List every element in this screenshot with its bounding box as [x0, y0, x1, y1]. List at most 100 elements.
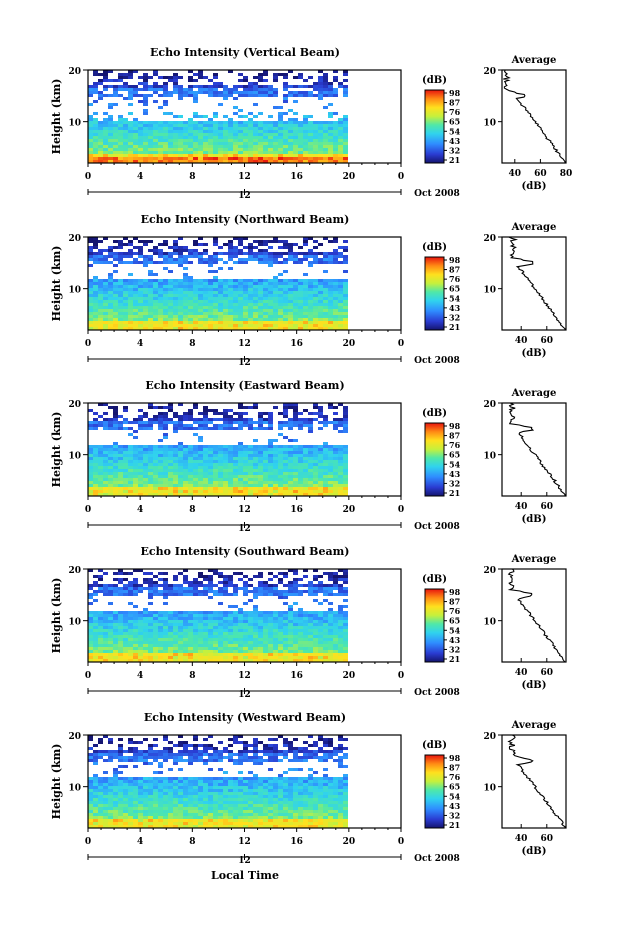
panel-title: Echo Intensity (Southward Beam)	[141, 545, 350, 558]
y-axis-label: Height (km)	[50, 246, 63, 322]
x-tick-label: 0	[398, 505, 404, 515]
panel-title: Echo Intensity (Eastward Beam)	[145, 379, 344, 392]
date-label: Oct 2008	[414, 688, 460, 698]
colorbar-tick-label: 65	[449, 284, 460, 294]
colorbar-tick-label: 21	[449, 155, 460, 165]
colorbar	[424, 588, 445, 663]
x-tick-label: 16	[290, 671, 303, 681]
y-tick-label: 10	[68, 452, 81, 462]
average-y-tick-label: 20	[483, 732, 496, 742]
x-tick-label: 0	[398, 837, 404, 847]
average-title: Average	[511, 222, 557, 233]
colorbar-tick-label: 87	[449, 265, 460, 275]
colorbar-tick-label: 32	[449, 145, 460, 155]
colorbar-tick-label: 65	[449, 616, 460, 626]
average-x-tick-label: 60	[541, 502, 554, 512]
average-x-tick-label: 40	[515, 336, 528, 346]
y-axis-label: Height (km)	[50, 412, 63, 488]
x-tick-label: 8	[189, 339, 195, 349]
colorbar-tick-label: 43	[449, 469, 461, 479]
colorbar-unit: (dB)	[422, 408, 447, 419]
date-label: Oct 2008	[414, 522, 460, 532]
colorbar-tick-label: 54	[449, 625, 461, 635]
x-tick-label: 0	[85, 837, 91, 847]
x-tick-label: 0	[85, 339, 91, 349]
colorbar-tick-label: 76	[449, 107, 461, 117]
average-x-tick-label: 40	[515, 502, 528, 512]
x-tick-label: 0	[398, 671, 404, 681]
colorbar-unit: (dB)	[422, 75, 447, 86]
x-tick-label: 12	[238, 339, 251, 349]
x-tick-label: 4	[137, 837, 143, 847]
x-tick-label: 20	[343, 339, 356, 349]
average-frame	[501, 236, 567, 331]
y-tick-label: 20	[68, 234, 81, 244]
y-tick-label: 20	[68, 732, 81, 742]
average-x-tick-label: 80	[560, 169, 573, 179]
colorbar-tick-label: 32	[449, 312, 460, 322]
average-y-tick-label: 20	[483, 67, 496, 77]
day-label: 12	[238, 524, 251, 534]
average-frame	[501, 568, 567, 663]
average-y-tick-label: 10	[483, 618, 496, 628]
x-tick-label: 12	[238, 837, 251, 847]
y-tick-label: 10	[68, 618, 81, 628]
colorbar-tick-label: 54	[449, 791, 461, 801]
average-x-tick-label: 60	[541, 834, 554, 844]
x-tick-label: 4	[137, 172, 143, 182]
day-label: 12	[238, 690, 251, 700]
date-label: Oct 2008	[414, 189, 460, 199]
colorbar-unit: (dB)	[422, 242, 447, 253]
y-axis-label: Height (km)	[50, 79, 63, 155]
y-axis-label: Height (km)	[50, 578, 63, 654]
heatmap-cells	[88, 735, 348, 828]
average-frame	[501, 69, 567, 164]
average-x-label: (dB)	[522, 846, 547, 857]
colorbar	[424, 256, 445, 331]
colorbar-tick-label: 98	[449, 587, 461, 597]
average-profile-line	[508, 402, 566, 496]
x-tick-label: 0	[85, 505, 91, 515]
colorbar-tick-label: 43	[449, 136, 461, 146]
average-title: Average	[511, 554, 557, 565]
average-y-tick-label: 20	[483, 234, 496, 244]
colorbar-tick-label: 87	[449, 431, 460, 441]
day-label: 12	[238, 358, 251, 368]
x-tick-label: 0	[85, 671, 91, 681]
colorbar-tick-label: 43	[449, 635, 461, 645]
x-tick-label: 4	[137, 505, 143, 515]
colorbar-tick-label: 32	[449, 478, 460, 488]
day-label: 12	[238, 856, 251, 866]
average-x-tick-label: 60	[534, 169, 547, 179]
x-tick-label: 12	[238, 505, 251, 515]
average-x-label: (dB)	[522, 181, 547, 192]
y-axis-label: Height (km)	[50, 744, 63, 820]
x-tick-label: 12	[238, 172, 251, 182]
x-tick-label: 0	[85, 172, 91, 182]
heatmap-cells	[88, 403, 348, 496]
x-tick-label: 0	[398, 339, 404, 349]
average-profile-line	[507, 568, 566, 663]
panel-title: Echo Intensity (Westward Beam)	[144, 711, 346, 724]
x-tick-label: 16	[290, 837, 303, 847]
average-title: Average	[511, 55, 557, 66]
x-tick-label: 12	[238, 671, 251, 681]
average-title: Average	[511, 720, 557, 731]
y-tick-label: 10	[68, 286, 81, 296]
x-tick-label: 20	[343, 172, 356, 182]
average-x-label: (dB)	[522, 514, 547, 525]
x-tick-label: 4	[137, 671, 143, 681]
average-title: Average	[511, 388, 557, 399]
x-tick-label: 20	[343, 505, 356, 515]
average-y-tick-label: 10	[483, 119, 496, 129]
x-tick-label: 8	[189, 671, 195, 681]
colorbar-tick-label: 87	[449, 763, 460, 773]
colorbar-tick-label: 76	[449, 772, 461, 782]
colorbar-tick-label: 76	[449, 440, 461, 450]
x-tick-label: 8	[189, 837, 195, 847]
average-x-label: (dB)	[522, 348, 547, 359]
average-x-tick-label: 60	[541, 336, 554, 346]
average-x-label: (dB)	[522, 680, 547, 691]
colorbar-tick-label: 98	[449, 753, 461, 763]
